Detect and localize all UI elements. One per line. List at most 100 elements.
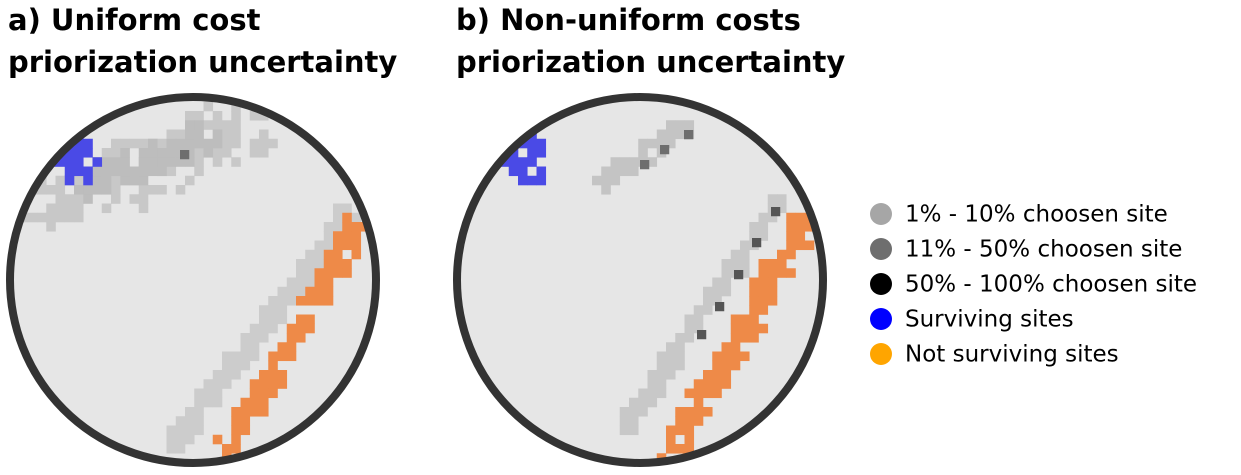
map-cell xyxy=(74,185,84,195)
map-cell xyxy=(629,425,639,436)
map-cell xyxy=(92,175,103,186)
map-cell xyxy=(675,444,685,454)
map-cell xyxy=(185,175,195,186)
map-cell xyxy=(693,305,704,315)
map-cell xyxy=(675,333,685,343)
map-cell xyxy=(231,111,241,121)
map-cell xyxy=(259,388,269,399)
map-cell xyxy=(166,425,177,436)
map-cell xyxy=(222,379,232,389)
map-cell xyxy=(259,333,269,343)
map-cell xyxy=(684,407,695,417)
legend-label: Not surviving sites xyxy=(905,342,1119,368)
map-cell xyxy=(527,175,537,186)
map-cell xyxy=(175,138,186,149)
map-cell xyxy=(268,351,278,362)
map-cell xyxy=(129,138,140,149)
map-cell xyxy=(212,434,223,445)
map-cell xyxy=(64,212,75,223)
map-cell xyxy=(758,212,769,223)
map-cell xyxy=(721,259,732,269)
map-cell xyxy=(786,212,796,223)
map-cell xyxy=(138,148,149,158)
map-cell xyxy=(758,323,769,334)
map-cell xyxy=(601,175,611,186)
map-cell xyxy=(675,351,685,362)
map-cell xyxy=(508,157,519,167)
map-cell xyxy=(129,194,140,204)
map-cell xyxy=(268,323,278,334)
map-cell xyxy=(111,166,121,177)
legend-swatch xyxy=(870,273,892,295)
panel-title: priorization uncertainty xyxy=(456,45,845,79)
map-cell xyxy=(730,259,741,269)
map-cell xyxy=(231,157,241,167)
map-cell xyxy=(268,305,278,315)
map-cell xyxy=(647,370,658,380)
map-cell xyxy=(656,388,667,399)
map-cell xyxy=(323,231,334,241)
map-cell xyxy=(55,212,66,223)
map-cell xyxy=(157,157,167,167)
map-cell xyxy=(277,370,288,380)
map-cell xyxy=(259,314,269,325)
map-cell xyxy=(675,425,685,436)
map-cell xyxy=(715,302,725,312)
map-cell xyxy=(27,212,38,223)
map-cell xyxy=(129,166,140,177)
map-cell xyxy=(786,231,796,241)
map-cell xyxy=(249,407,260,417)
map-cell xyxy=(333,268,343,278)
map-cell xyxy=(92,185,103,195)
map-cell xyxy=(240,425,251,436)
map-cell xyxy=(712,370,722,380)
map-cell xyxy=(601,166,611,177)
map-cell xyxy=(721,360,732,371)
map-cell xyxy=(148,148,158,158)
map-cell xyxy=(138,185,149,195)
map-cell xyxy=(804,240,815,251)
map-cell xyxy=(721,351,732,362)
map-cell xyxy=(212,370,223,380)
map-cell xyxy=(684,333,695,343)
map-cell xyxy=(277,351,288,362)
map-cell xyxy=(730,333,741,343)
map-cell xyxy=(795,231,806,241)
map-cell xyxy=(305,249,315,260)
map-cell xyxy=(138,138,149,149)
map-cell xyxy=(656,453,667,462)
map-cell xyxy=(212,388,223,399)
map-cell xyxy=(55,175,66,186)
map-cell xyxy=(592,175,602,186)
map-cell xyxy=(166,444,177,454)
map-cell xyxy=(752,238,762,248)
map-cell xyxy=(777,203,787,214)
map-cell xyxy=(508,166,519,177)
map-cell xyxy=(259,407,269,417)
map-cell xyxy=(212,397,223,408)
map-cell xyxy=(749,305,759,315)
map-cell xyxy=(222,444,232,454)
map-cell xyxy=(249,148,260,158)
map-cell xyxy=(240,397,251,408)
map-cell xyxy=(240,416,251,426)
map-cell xyxy=(351,249,362,260)
map-cell xyxy=(749,323,759,334)
map-cell xyxy=(697,330,707,340)
map-cell xyxy=(712,277,722,288)
map-cell xyxy=(46,203,56,214)
map-cell xyxy=(693,416,704,426)
map-cell xyxy=(703,379,713,389)
map-cell xyxy=(777,194,787,204)
map-cell xyxy=(268,360,278,371)
map-cell xyxy=(249,111,260,121)
map-cell xyxy=(64,157,75,167)
map-cell xyxy=(37,212,47,223)
map-cell xyxy=(175,434,186,445)
map-cell xyxy=(342,259,352,269)
map-cell xyxy=(259,323,269,334)
map-cell xyxy=(730,342,741,352)
map-cell xyxy=(277,342,288,352)
map-cell xyxy=(148,138,158,149)
map-cell xyxy=(231,407,241,417)
